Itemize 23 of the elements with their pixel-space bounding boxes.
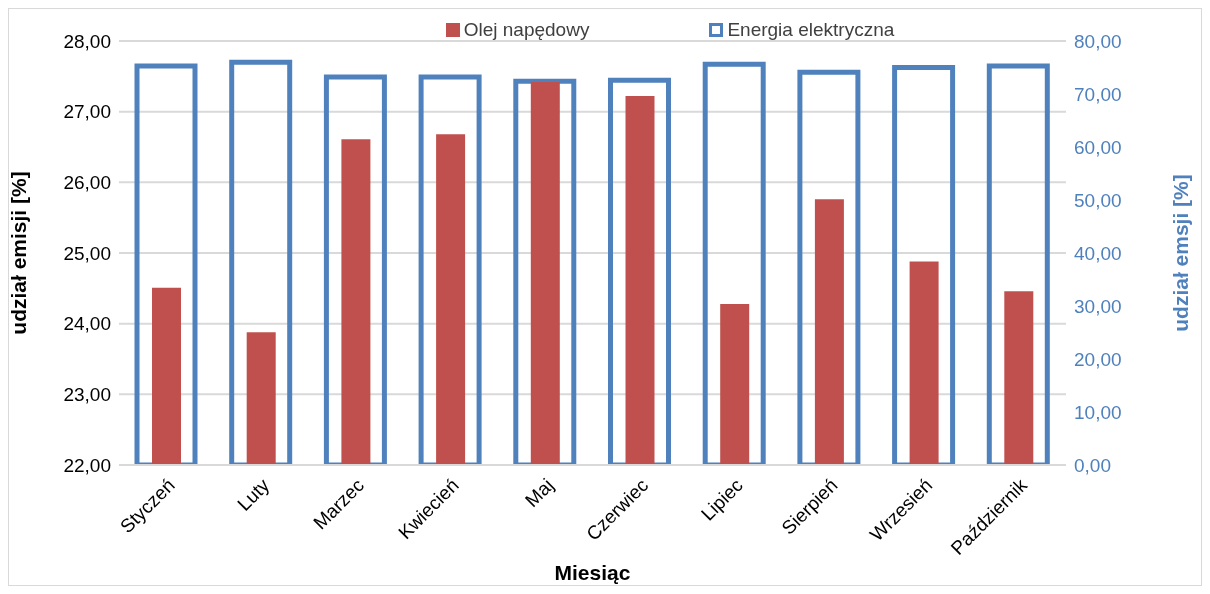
y-tick-label: 23,00 (63, 384, 111, 406)
y-tick-label: 26,00 (63, 172, 111, 194)
x-tick-label: Luty (233, 474, 274, 515)
y2-tick-label: 70,00 (1074, 83, 1122, 105)
y2-tick-label: 30,00 (1074, 295, 1122, 317)
x-axis-title: Miesiąc (554, 561, 631, 584)
y2-tick-label: 50,00 (1074, 189, 1122, 211)
legend-label: Energia elektryczna (727, 19, 895, 41)
y-axis-title: udział emisji [%] (7, 171, 31, 335)
y-tick-label: 24,00 (63, 313, 111, 335)
y2-tick-label: 0,00 (1074, 454, 1111, 476)
x-tick-label: Maj (521, 474, 558, 512)
y-tick-label: 22,00 (63, 454, 111, 476)
y2-tick-label: 80,00 (1074, 30, 1122, 52)
y2-tick-label: 40,00 (1074, 242, 1122, 264)
y-tick-label: 25,00 (63, 242, 111, 264)
y2-tick-label: 60,00 (1074, 136, 1122, 158)
y2-tick-label: 10,00 (1074, 401, 1122, 423)
legend-label: Olej napędowy (463, 19, 590, 41)
y-tick-label: 28,00 (63, 30, 111, 52)
y-tick-label: 27,00 (63, 101, 111, 123)
y2-axis-title: udział emsji [%] (1169, 174, 1193, 332)
y2-tick-label: 20,00 (1074, 348, 1122, 370)
